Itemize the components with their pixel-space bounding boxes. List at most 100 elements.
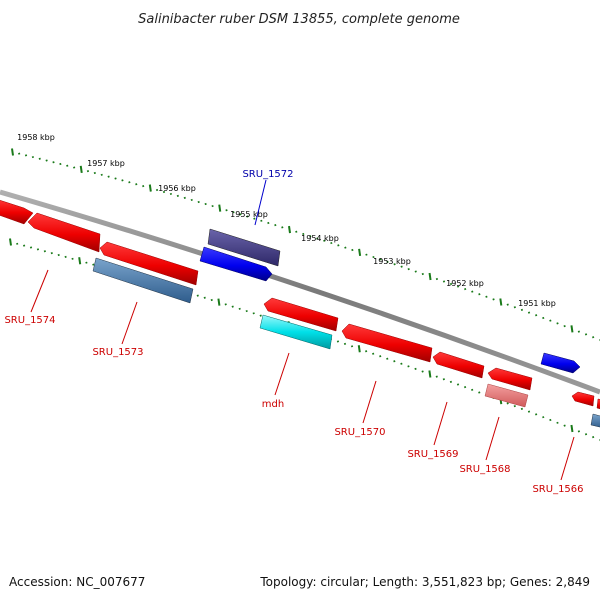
outer-scale-minor-tick [52,161,55,164]
inner-scale-minor-tick [513,404,516,408]
genome-backbone [0,189,600,395]
inner-scale-minor-tick [379,355,382,358]
gene-arrow-mdh[interactable] [259,314,333,350]
gene-arrow-sru1572[interactable] [207,228,281,267]
genome-title: Salinibacter ruber DSM 13855, complete g… [138,12,460,27]
outer-scale-minor-tick [478,293,481,296]
inner-scale-major-tick [357,345,361,353]
second-track-genes [92,241,600,428]
leader-sru1572 [254,179,267,226]
gene-arrow-red-1573-upper[interactable] [99,241,199,286]
inner-scale-minor-tick [364,350,368,353]
outer-scale-minor-tick [449,282,453,286]
gene-label-sru1568[interactable]: SRU_1568 [459,464,510,475]
gene-label-mdh[interactable]: mdh [262,399,284,410]
inner-scale-minor-tick [584,433,588,436]
outer-scale-minor-tick [260,219,263,222]
outer-scale-major-tick [148,184,152,192]
outer-scale-minor-tick [274,224,277,227]
gene-arrow-sru1569[interactable] [432,351,485,379]
inner-scale-minor-tick [435,375,438,378]
gene-label-sru1574[interactable]: SRU_1574 [4,315,55,326]
gene-arrow-sru1568[interactable] [484,383,529,408]
inner-scale-major-tick [570,424,574,433]
outer-scale-minor-tick [535,314,538,317]
outer-scale-minor-tick [38,157,41,160]
outer-scale-minor-tick [155,188,159,192]
outer-scale-minor-tick [142,185,145,188]
outer-scale-minor-tick [232,211,235,214]
gene-arrow-sru1570[interactable] [341,323,433,363]
inner-scale-minor-tick [463,386,467,389]
kbp-scale-ticks [11,148,600,342]
outer-scale-minor-tick [407,267,410,271]
inner-scale-minor-tick [442,378,445,381]
outer-scale-minor-tick [485,295,488,298]
outer-scale-minor-tick [471,290,474,293]
outer-scale-minor-tick [135,183,138,186]
outer-scale-minor-tick [563,325,566,328]
outer-scale-major-tick [11,148,14,156]
outer-scale-minor-tick [464,287,467,291]
inner-scale-minor-tick [92,263,95,266]
outer-scale-minor-tick [549,319,552,322]
forward-strand-genes [0,199,281,267]
gene-arrow-right-edge-steel[interactable] [590,413,600,428]
outer-scale-minor-tick [584,333,588,336]
inner-scale-major-tick [9,238,12,246]
outer-scale-minor-tick [239,213,242,216]
inner-scale-minor-tick [336,340,340,343]
outer-scale-minor-tick [176,194,179,198]
outer-scale-minor-tick [513,306,516,309]
gene-arrow-left-edge[interactable] [0,199,34,225]
kbp-label-1956: 1956 kbp [158,184,196,193]
outer-scale-minor-tick [31,155,35,159]
outer-scale-minor-tick [114,177,117,180]
outer-scale-minor-tick [253,217,256,220]
outer-scale-minor-tick [577,330,581,333]
gene-label-sru1572[interactable]: SRU_1572 [242,169,293,180]
kbp-label-1955: 1955 kbp [230,210,268,219]
outer-scale-minor-tick [400,265,403,268]
kbp-labels: 1958 kbp 1957 kbp 1956 kbp 1955 kbp 1954… [17,133,556,308]
outer-scale-major-tick [288,225,291,234]
inner-scale-minor-tick [224,303,227,306]
gene-arrow-blue-forward[interactable] [199,246,273,282]
gene-arrow-red-mdh-upper[interactable] [263,297,339,332]
outer-scale-minor-tick [246,215,249,218]
gene-label-sru1573[interactable]: SRU_1573 [92,347,143,358]
leader-sru1573 [121,301,138,345]
inner-scale-minor-tick [542,416,545,419]
outer-scale-minor-tick [128,181,131,184]
inner-scale-minor-tick [22,244,26,247]
inner-scale-minor-tick [506,402,509,405]
outer-scale-minor-tick [309,235,312,238]
gene-arrow-blue-right[interactable] [540,352,581,374]
outer-scale-minor-tick [592,336,595,339]
outer-scale-minor-tick [162,190,166,194]
outer-scale-minor-tick [100,173,103,176]
outer-scale-minor-tick [442,280,446,283]
inner-scale-minor-tick [50,251,53,255]
outer-scale-minor-tick [24,154,28,157]
outer-scale-minor-tick [421,272,424,276]
outer-scale-minor-tick [365,253,368,256]
outer-scale-minor-tick [556,322,559,325]
inner-scale-minor-tick [43,250,47,253]
gene-arrow-right-edge[interactable] [596,398,600,410]
gene-arrow-sru1573[interactable] [92,257,194,304]
leader-sru1568 [485,416,500,461]
gene-arrow-sru1574[interactable] [27,212,101,253]
outer-scale-minor-tick [225,209,228,212]
gene-arrow-sru1566[interactable] [571,391,595,407]
gene-label-sru1569[interactable]: SRU_1569 [407,449,458,460]
outer-scale-minor-tick [393,263,396,266]
outer-scale-minor-tick [414,270,417,273]
inner-scale-minor-tick [196,294,199,297]
inner-scale-minor-tick [527,410,531,413]
inner-scale-minor-tick [231,305,234,308]
gene-arrow-red-1568-upper[interactable] [487,367,533,391]
inner-scale-minor-tick [592,435,595,439]
gene-label-sru1570[interactable]: SRU_1570 [334,427,385,438]
gene-label-sru1566[interactable]: SRU_1566 [532,484,583,495]
